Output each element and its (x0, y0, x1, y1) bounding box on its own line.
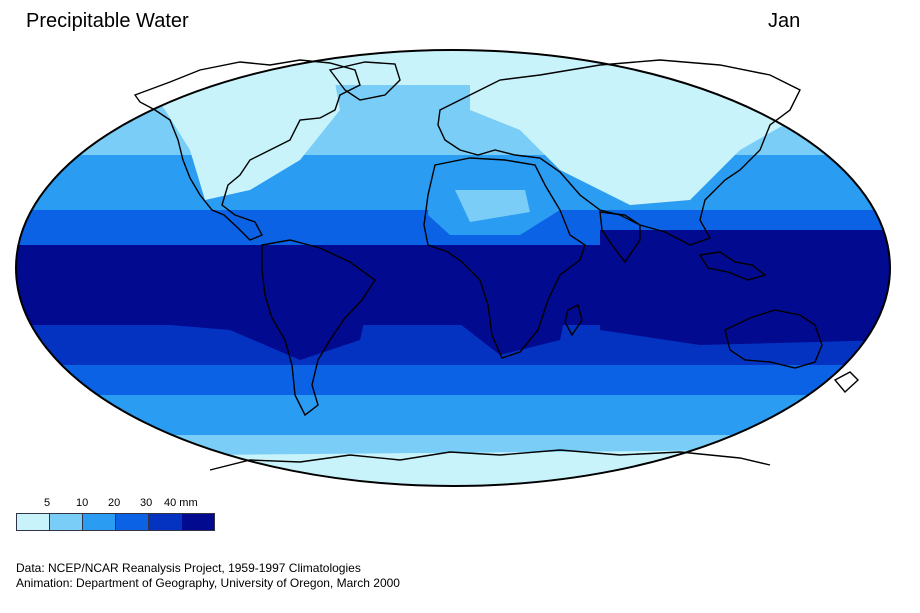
band-polar-north (16, 50, 890, 85)
credits: Data: NCEP/NCAR Reanalysis Project, 1959… (16, 561, 400, 591)
coast-eurasia (437, 59, 801, 246)
coastlines (133, 59, 860, 471)
legend-label: 30 (140, 497, 153, 509)
sahara-core (455, 190, 530, 222)
legend-label: 40 mm (164, 497, 198, 509)
legend-label: 10 (76, 497, 89, 509)
band-high-south (16, 395, 890, 435)
moisture-field (16, 50, 890, 486)
amazon-moist-region (110, 250, 380, 360)
animation-credit: Animation: Department of Geography, Univ… (16, 576, 400, 590)
map-border (15, 49, 891, 487)
legend-label: 20 (108, 497, 121, 509)
legend-color-scale (16, 513, 215, 531)
coast-greenland (328, 61, 401, 101)
legend-labels: 5 10 20 30 40 mm (16, 497, 216, 511)
legend-swatch (17, 514, 50, 530)
coast-africa (423, 157, 586, 359)
legend-swatch (182, 514, 214, 530)
map-title: Precipitable Water (26, 10, 189, 32)
month-label: Jan (768, 10, 801, 32)
antarctica-dry-region (200, 450, 760, 486)
coast-indonesia (698, 251, 767, 281)
coast-new-zealand (833, 371, 860, 394)
coast-madagascar (564, 303, 583, 337)
coast-australia (724, 309, 823, 369)
legend-swatch (149, 514, 182, 530)
legend-swatch (116, 514, 149, 530)
legend-label: 5 (44, 497, 51, 509)
legend-swatch (83, 514, 116, 530)
coast-south-america (261, 239, 376, 417)
data-source: Data: NCEP/NCAR Reanalysis Project, 1959… (16, 561, 361, 575)
central-africa-moist-region (440, 245, 580, 355)
band-mid-south (16, 365, 890, 395)
coast-india (599, 211, 641, 264)
pacific-moist-region (600, 230, 890, 345)
band-high-north (16, 85, 890, 155)
coast-antarctica (209, 449, 771, 471)
legend-swatch (50, 514, 83, 530)
